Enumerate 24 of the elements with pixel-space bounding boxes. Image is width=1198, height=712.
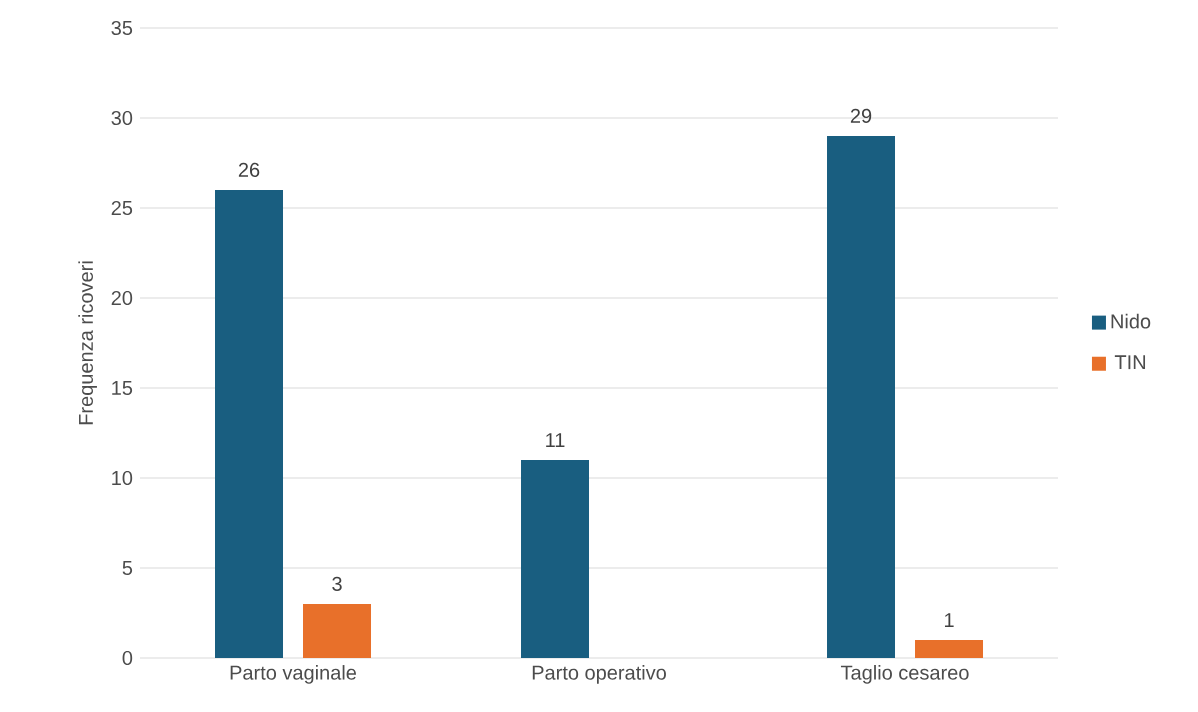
bar bbox=[827, 135, 896, 658]
y-tick-label: 35 bbox=[111, 20, 133, 36]
legend-label: Nido bbox=[1111, 313, 1151, 329]
legend-label: TIN bbox=[1114, 355, 1146, 370]
y-tick-label: 20 bbox=[111, 290, 133, 306]
data-label: 3 bbox=[332, 576, 342, 591]
bar bbox=[915, 640, 984, 658]
y-axis-title: Frequenza ricoveri bbox=[78, 261, 97, 425]
data-label: 11 bbox=[546, 433, 565, 447]
data-label: 29 bbox=[850, 108, 872, 123]
y-tick-label: 30 bbox=[111, 110, 133, 126]
x-tick-label: Parto operativo bbox=[532, 665, 666, 684]
data-label: 26 bbox=[238, 162, 260, 177]
x-tick-label: Parto vaginale bbox=[230, 665, 356, 684]
y-tick-label: 15 bbox=[112, 381, 133, 395]
y-tick-label: 0 bbox=[122, 650, 133, 666]
bar bbox=[303, 604, 372, 658]
bar bbox=[215, 190, 283, 658]
data-label: 1 bbox=[944, 613, 954, 627]
bar bbox=[521, 460, 590, 658]
y-tick-label: 25 bbox=[111, 200, 133, 216]
y-tick-label: 10 bbox=[112, 470, 133, 486]
y-tick-label: 5 bbox=[122, 561, 133, 575]
x-tick-label: Taglio cesareo bbox=[840, 665, 969, 684]
